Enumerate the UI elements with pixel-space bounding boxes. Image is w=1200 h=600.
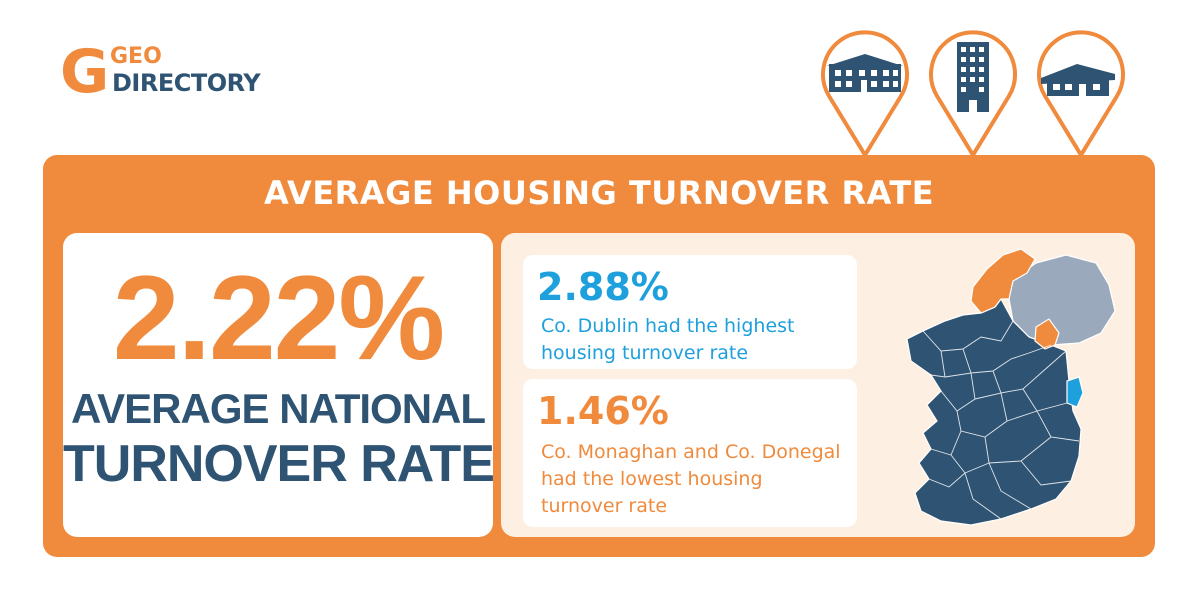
national-rate-label-line2: TURNOVER RATE <box>63 435 495 493</box>
donegal-county <box>970 248 1036 314</box>
national-rate-card: 2.22% AVERAGE NATIONAL TURNOVER RATE <box>63 233 495 537</box>
apartment-building-pin-icon <box>929 30 1017 159</box>
geodirectory-logo: G GEO DIRECTORY <box>60 40 320 110</box>
lowest-rate-box: 1.46% Co. Monaghan and Co. Donegal had t… <box>523 379 857 527</box>
housing-type-icons <box>821 30 1125 159</box>
national-rate-label-line1: AVERAGE NATIONAL <box>70 385 486 432</box>
bungalow-pin-icon <box>1037 30 1125 159</box>
logo-line-geo: GEO <box>110 44 162 69</box>
dublin-county <box>1066 376 1084 408</box>
national-rate-label: AVERAGE NATIONAL TURNOVER RATE <box>63 383 495 493</box>
logo-line-directory: DIRECTORY <box>112 69 261 97</box>
panel-title: AVERAGE HOUSING TURNOVER RATE <box>263 174 935 212</box>
ireland-county-map <box>906 248 1116 526</box>
highest-rate-value: 2.88% <box>537 265 669 309</box>
turnover-panel: AVERAGE HOUSING TURNOVER RATE 2.22% AVER… <box>43 155 1155 557</box>
lowest-rate-text: Co. Monaghan and Co. Donegal had the low… <box>541 441 841 517</box>
logo-mark: G <box>60 37 110 107</box>
highest-rate-box: 2.88% Co. Dublin had the highest housing… <box>523 255 857 369</box>
county-rates-card: 2.88% Co. Dublin had the highest housing… <box>501 233 1135 537</box>
monaghan-county <box>1034 318 1060 350</box>
national-rate-value: 2.22% <box>112 251 445 385</box>
terraced-house-pin-icon <box>821 30 909 159</box>
county-borders <box>922 320 1080 520</box>
highest-rate-text: Co. Dublin had the highest housing turno… <box>541 315 795 364</box>
lowest-rate-value: 1.46% <box>537 389 669 433</box>
